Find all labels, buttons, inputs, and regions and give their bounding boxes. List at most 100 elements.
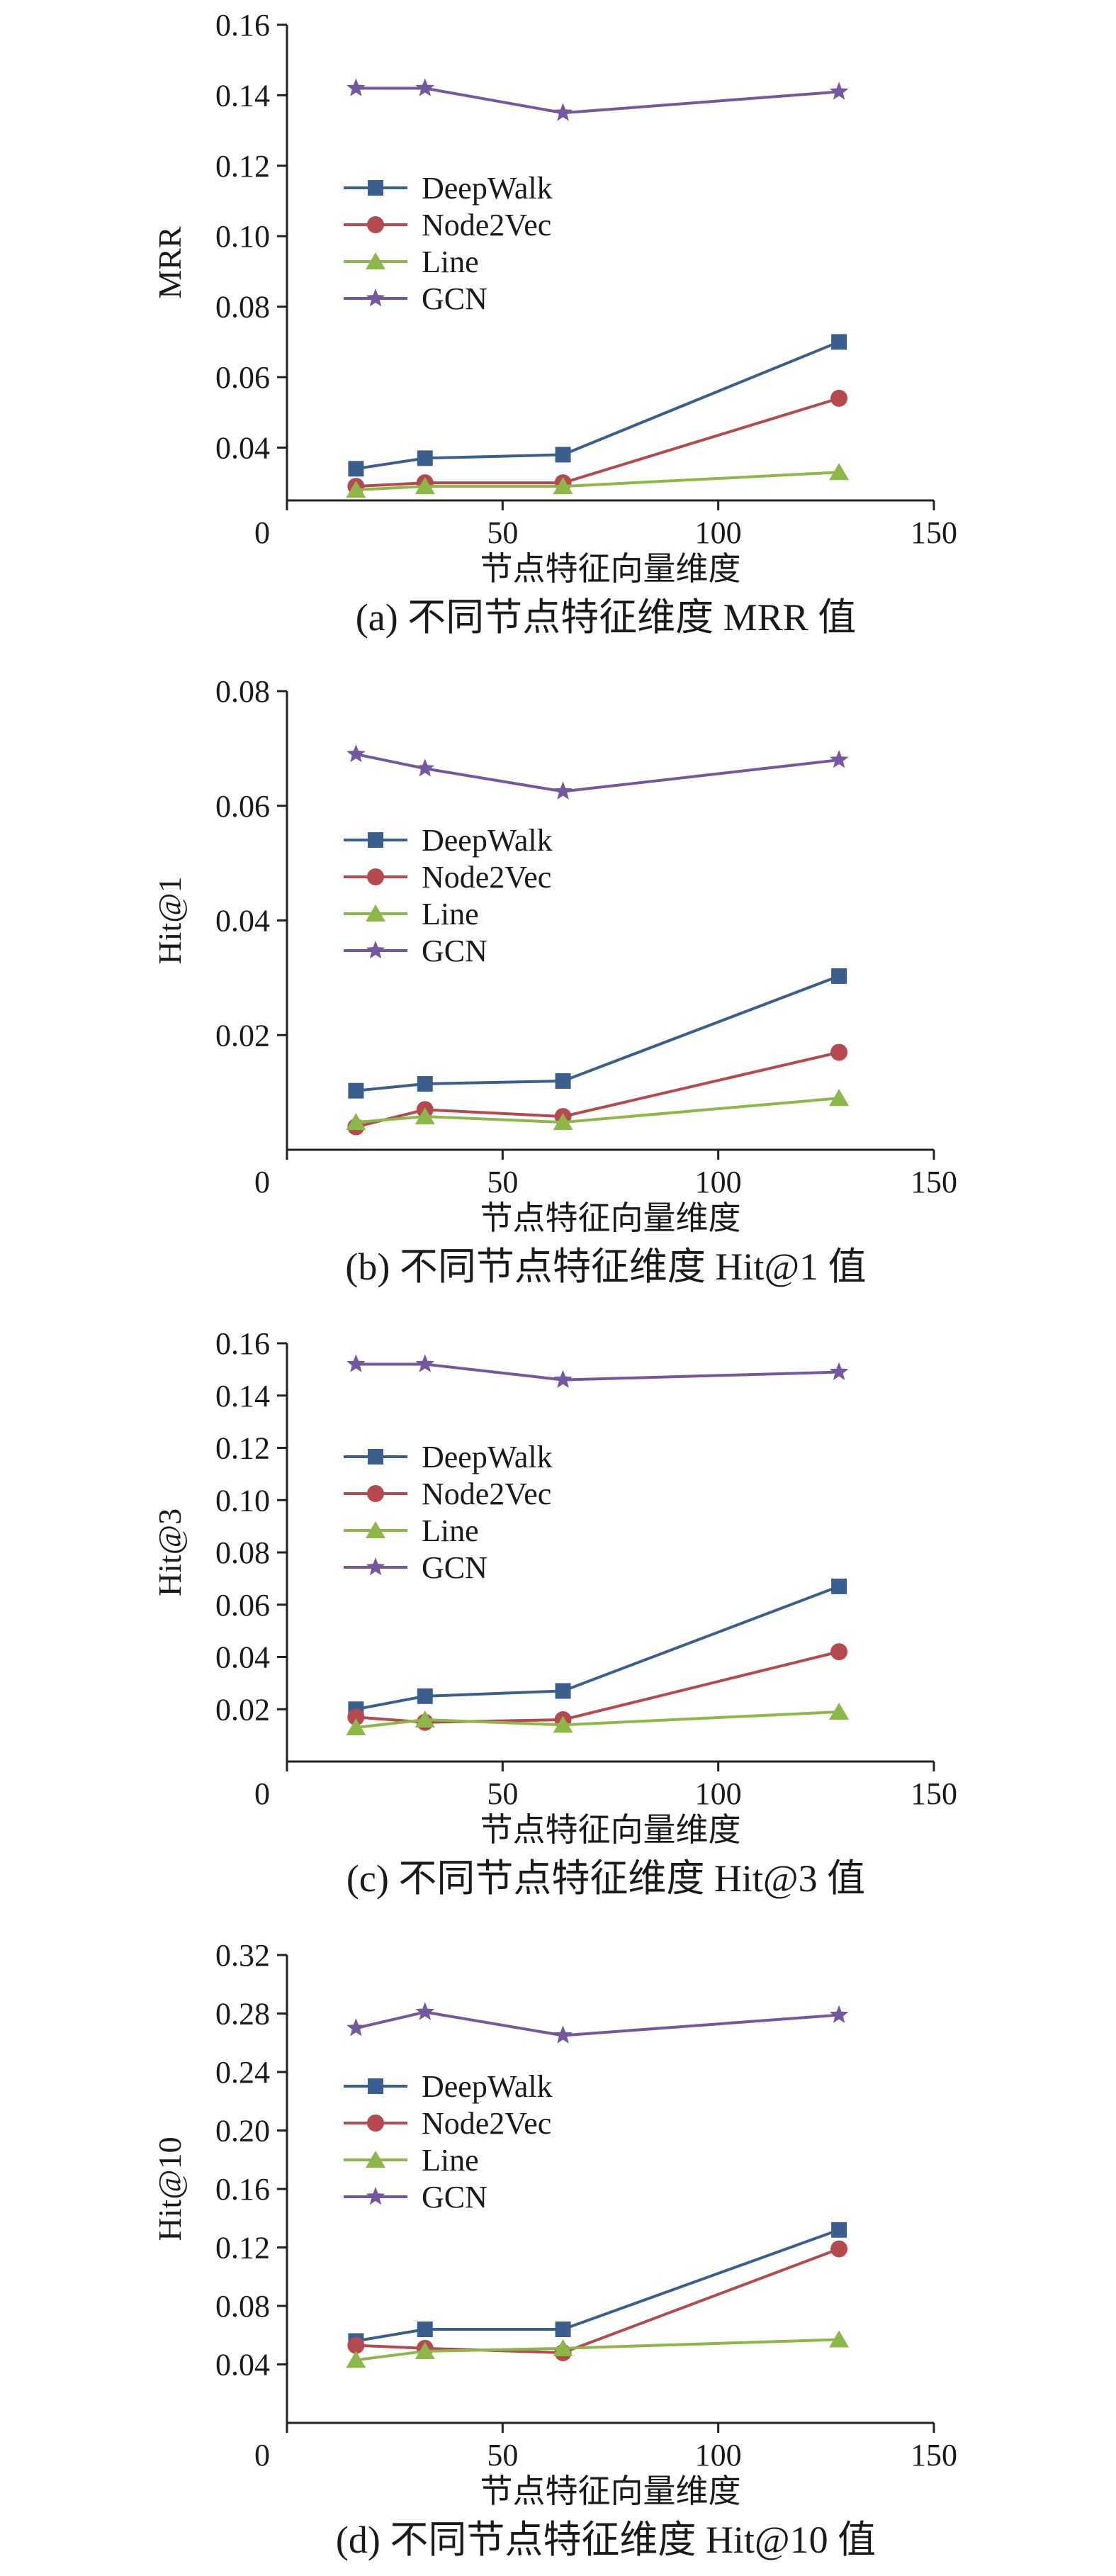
y-tick-label: 0.06: [215, 789, 270, 824]
x-tick-label: 100: [695, 2438, 742, 2473]
series-line-gcn: [356, 1362, 840, 1382]
legend-marker: [368, 2078, 383, 2094]
y-tick-label: 0.06: [215, 1588, 270, 1623]
y-tick-label: 0.04: [215, 2348, 270, 2382]
y-tick-label: 0.10: [215, 219, 270, 254]
series-line-line: [356, 1097, 840, 1124]
y-tick-label: 0.20: [215, 2114, 270, 2149]
data-point: [553, 2025, 573, 2044]
series-line-line: [356, 471, 840, 492]
data-point: [553, 2339, 573, 2356]
data-point: [831, 2222, 847, 2238]
data-point: [417, 2322, 433, 2337]
data-point: [417, 1688, 433, 1704]
data-point: [829, 463, 850, 481]
chart-panel-4: 0.04 0.08 0.12 0.16 0.20 0.24 0.28 0.32 0 50 100 15…: [152, 1938, 957, 2561]
series-line-deepwalk: [356, 975, 840, 1092]
legend-marker: [367, 216, 384, 233]
y-tick-label: 0.12: [215, 1431, 270, 1466]
series-line-deepwalk: [356, 2228, 840, 2343]
series-line-gcn: [355, 753, 840, 793]
y-tick-label: 0.12: [215, 149, 270, 184]
legend-label-line: Line: [422, 897, 479, 931]
y-tick-label: 0.02: [215, 1692, 270, 1727]
legend-label-node2vec: Node2Vec: [422, 208, 551, 242]
data-point: [553, 1370, 573, 1388]
x-tick-label: 0: [254, 1776, 270, 1811]
y-axis-title: Hit@3: [152, 1508, 188, 1596]
y-tick-label: 0.24: [215, 2055, 270, 2090]
y-axis-title: Hit@1: [152, 876, 188, 964]
data-point: [415, 2002, 435, 2020]
series-deepwalk: [348, 1578, 847, 1718]
x-tick-label: 100: [695, 1776, 742, 1811]
series-line: [346, 2330, 850, 2368]
data-point: [830, 1043, 848, 1061]
data-point: [346, 78, 366, 96]
y-tick-label: 0.06: [215, 360, 270, 395]
legend-label-node2vec: Node2Vec: [422, 2106, 551, 2141]
x-axis-title: 节点特征向量维度: [480, 551, 741, 587]
y-tick-label: 0.14: [215, 1379, 270, 1413]
legend-marker: [366, 289, 385, 307]
chart-panel-2: 0.02 0.04 0.06 0.08 0 50 100 150 Hit@1 节点特征向量维度 (b…: [152, 674, 957, 1288]
legend-label-line: Line: [422, 1513, 479, 1548]
series-gcn: [346, 78, 849, 121]
legend-marker: [366, 941, 385, 959]
series-line-line: [356, 1710, 840, 1730]
series-deepwalk: [348, 2222, 847, 2349]
y-tick-label: 0.10: [215, 1483, 270, 1518]
series-node2vec: [347, 389, 848, 495]
series-line-deepwalk: [356, 340, 840, 471]
legend-marker: [366, 1557, 385, 1576]
data-point: [831, 1578, 847, 1594]
legend-label-deepwalk: DeepWalk: [422, 2069, 553, 2104]
y-tick-label: 0.16: [215, 2172, 270, 2207]
data-point: [555, 447, 571, 463]
y-tick-label: 0.04: [215, 1640, 270, 1675]
legend-marker: [367, 868, 384, 885]
data-point: [829, 2330, 850, 2348]
data-point: [555, 1073, 571, 1089]
data-point: [829, 82, 849, 100]
data-point: [829, 1362, 849, 1380]
data-point: [553, 1113, 573, 1131]
legend-label-gcn: GCN: [422, 2180, 487, 2214]
x-tick-label: 150: [911, 1165, 957, 1199]
chart-panel-1: 0.04 0.06 0.08 0.10 0.12 0.14 0.16 0 50 100 150 MRR…: [152, 8, 957, 639]
data-point: [415, 2341, 435, 2359]
figure-caption: (d) 不同节点特征维度 Hit@10 值: [336, 2519, 876, 2561]
series-line-deepwalk: [356, 1585, 840, 1711]
data-point: [553, 477, 573, 495]
data-point: [415, 1710, 435, 1727]
y-tick-label: 0.32: [215, 1938, 270, 1973]
legend-marker: [366, 1521, 385, 1538]
data-point: [347, 2336, 365, 2354]
figure-caption: (a) 不同节点特征维度 MRR 值: [356, 596, 856, 639]
y-tick-label: 0.08: [215, 1535, 270, 1570]
x-axis-title: 节点特征向量维度: [480, 1200, 741, 1236]
series-line-node2vec: [356, 1650, 840, 1724]
y-tick-label: 0.16: [215, 8, 270, 43]
data-point: [346, 481, 366, 498]
data-point: [347, 1708, 365, 1726]
legend-marker: [368, 832, 383, 848]
x-tick-label: 0: [254, 515, 270, 550]
legend-label-gcn: GCN: [422, 934, 487, 968]
data-point: [829, 1089, 850, 1107]
series-line: [346, 463, 850, 498]
data-point: [555, 2322, 571, 2337]
legend-marker: [367, 2115, 384, 2132]
legend-label-node2vec: Node2Vec: [422, 860, 551, 895]
data-point: [348, 1082, 364, 1099]
legend-label-line: Line: [422, 2143, 479, 2178]
legend-marker: [366, 905, 385, 922]
legend-marker: [366, 252, 385, 269]
data-point: [346, 1718, 366, 1736]
data-point: [415, 758, 435, 777]
series-line-gcn: [356, 86, 840, 115]
